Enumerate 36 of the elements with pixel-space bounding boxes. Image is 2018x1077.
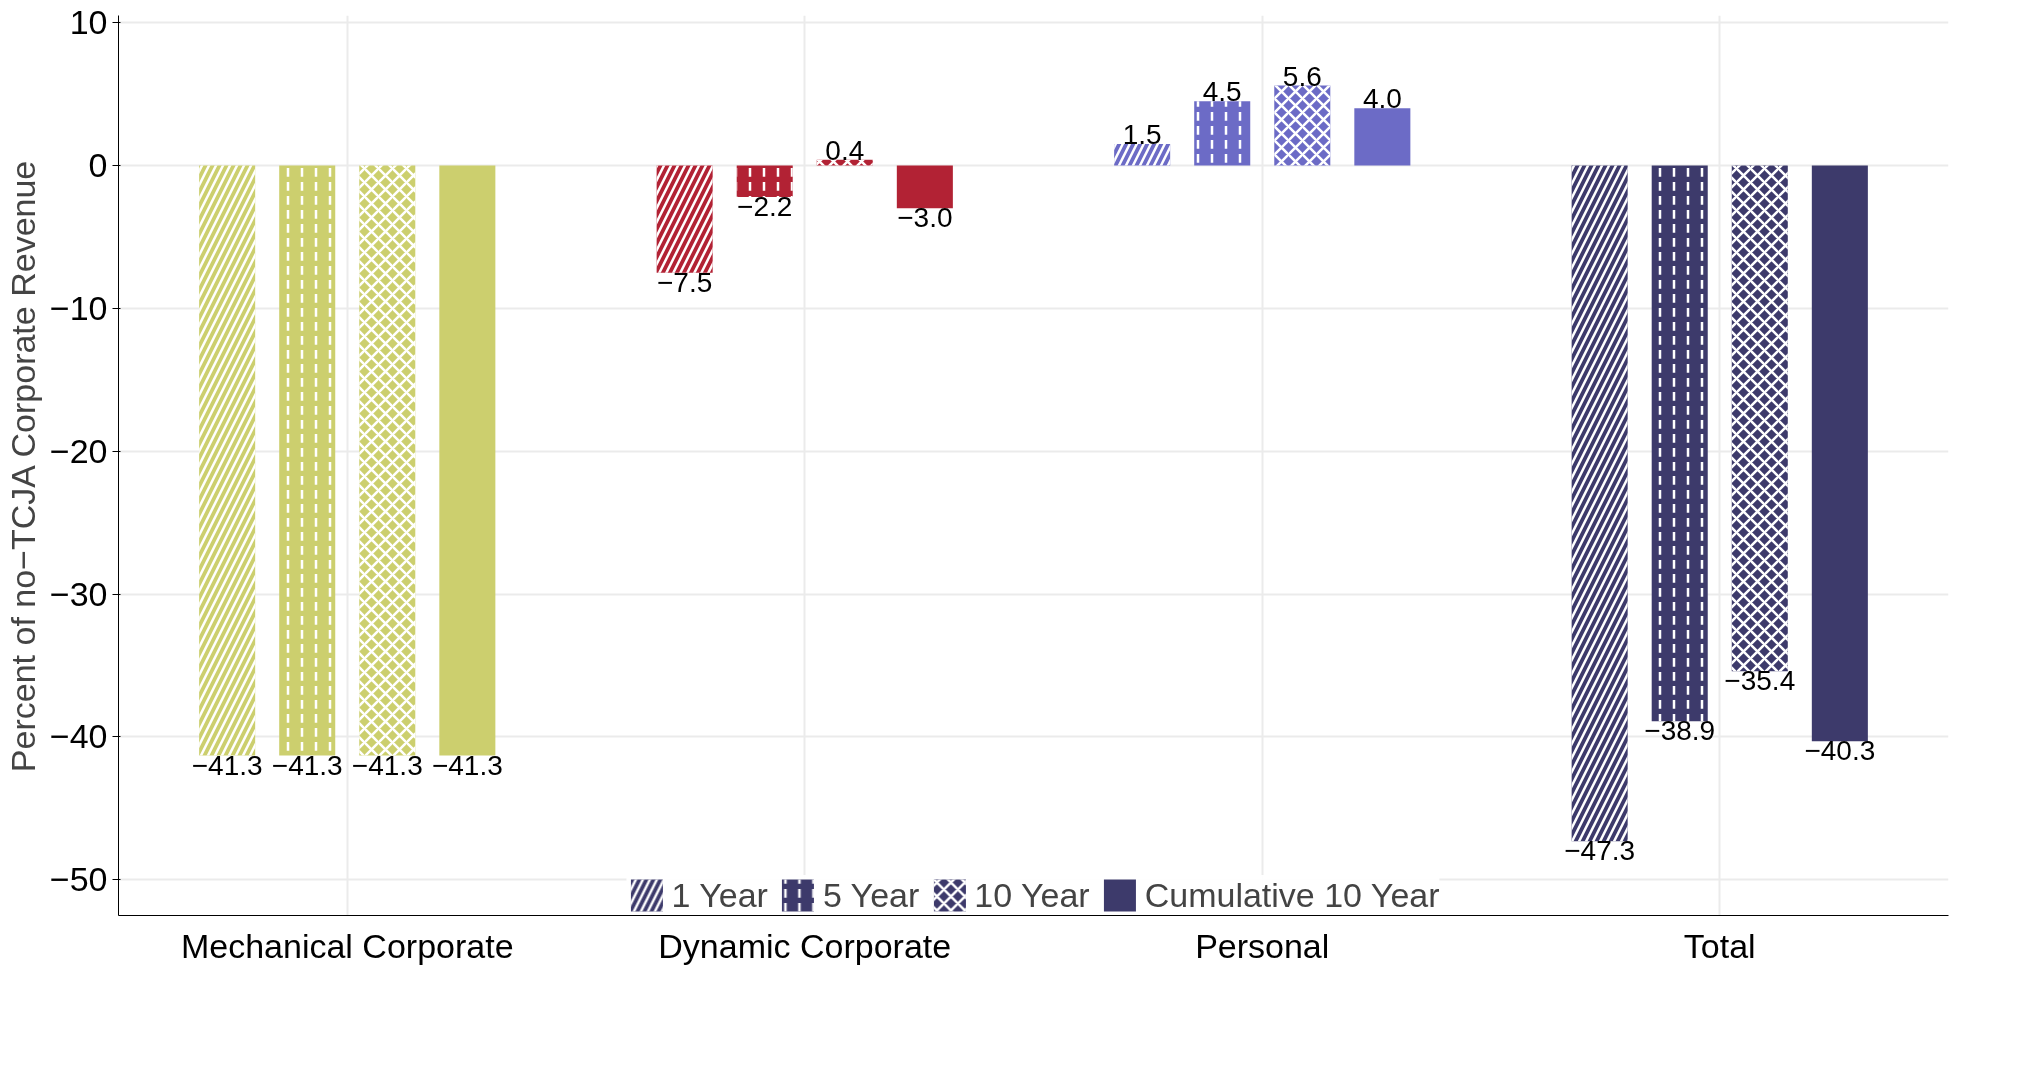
data-label: −40.3 [1804,735,1876,767]
bar [896,165,953,209]
y-tick-label: −10 [49,288,108,327]
legend-label: 5 Year [822,875,920,915]
x-tick-label: Personal [1195,926,1330,965]
data-label: −41.3 [431,749,503,781]
data-label: 0.4 [825,134,865,166]
data-label: 5.6 [1282,60,1322,92]
y-tick-label: −30 [49,574,108,613]
y-tick-label: −40 [49,717,108,756]
data-label: −41.3 [351,749,423,781]
data-label: 4.0 [1362,83,1402,115]
data-label: −2.2 [737,190,793,222]
data-label: −7.5 [657,266,713,298]
legend-label: Cumulative 10 Year [1144,875,1440,915]
data-label: −3.0 [897,202,953,234]
bar [1811,165,1868,742]
y-tick-label: −20 [49,431,108,470]
data-label: −38.9 [1644,715,1716,747]
data-label: −41.3 [191,749,263,781]
data-label: −35.4 [1724,665,1796,697]
legend-label: 10 Year [974,875,1090,915]
data-label: −47.3 [1564,835,1636,867]
data-label: −41.3 [271,749,343,781]
y-tick-label: 0 [88,146,108,184]
data-label: 1.5 [1122,119,1162,151]
y-tick-label: 10 [69,3,108,42]
bar [439,165,496,756]
x-tick-label: Total [1683,926,1756,965]
data-label: 4.5 [1202,76,1242,108]
legend-label: 1 Year [671,875,768,915]
x-tick-label: Dynamic Corporate [658,926,952,965]
bar [1354,108,1411,166]
y-axis-title: Percent of no−TCJA Corporate Revenue [3,160,42,773]
x-tick-label: Mechanical Corporate [180,926,514,965]
y-tick-label: −50 [49,860,108,899]
